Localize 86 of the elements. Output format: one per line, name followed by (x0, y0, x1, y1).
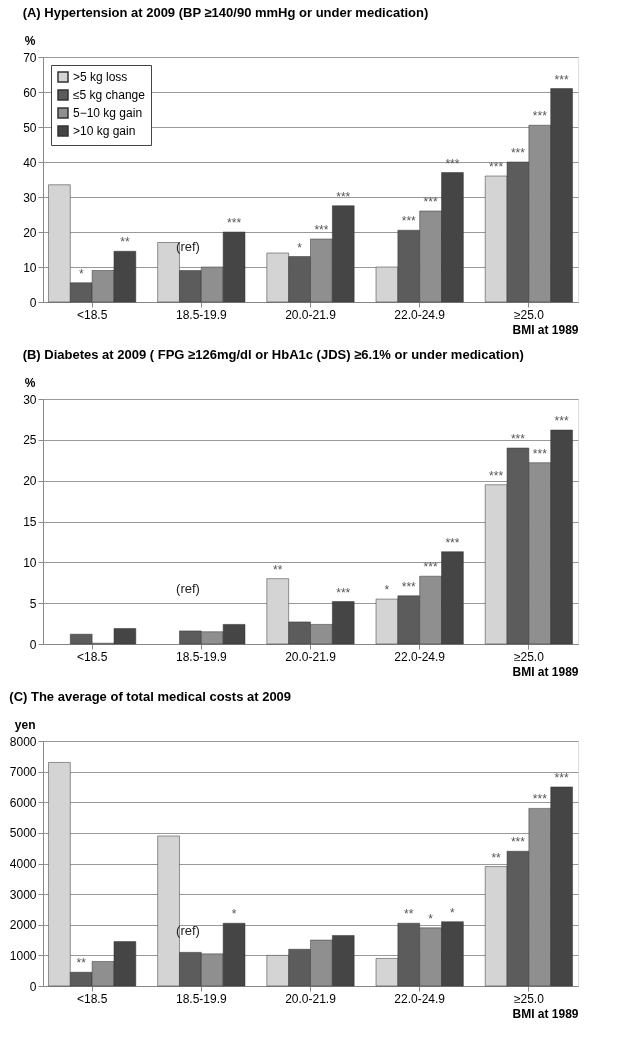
x-tick-label: <18.5 (76, 649, 108, 664)
y-tick-label: 5 (29, 596, 37, 611)
y-tick-label: 70 (23, 50, 37, 65)
x-tick-label: 18.5-19.9 (175, 649, 227, 664)
x-tick-label: ≥25.0 (513, 991, 545, 1006)
legend-label: ≤5 kg change (73, 88, 146, 102)
y-tick-label: 60 (23, 85, 37, 100)
y-tick-label: 7000 (9, 765, 37, 780)
x-tick-label: 18.5-19.9 (175, 307, 227, 322)
y-axis-title: % (24, 33, 36, 48)
data-label: *** (554, 770, 569, 785)
x-tick-label: 18.5-19.9 (175, 991, 227, 1006)
x-tick-label: 20.0-21.9 (285, 649, 337, 664)
data-label: * (450, 905, 456, 920)
y-tick-label: 0 (29, 295, 37, 310)
x-axis-title: BMI at 1989 (512, 322, 579, 337)
y-tick-label: 10 (23, 260, 37, 275)
data-label: *** (336, 189, 351, 204)
x-tick-label: ≥25.0 (513, 649, 545, 664)
data-label: *** (510, 835, 526, 850)
data-label: *** (401, 579, 417, 594)
x-tick-label: <18.5 (76, 307, 108, 322)
annotation: (ref) (176, 239, 200, 254)
data-label: *** (532, 446, 548, 461)
y-tick-label: 8000 (9, 734, 37, 749)
data-label: *** (423, 560, 438, 575)
data-label: *** (227, 216, 242, 230)
y-axis-title: yen (14, 717, 36, 732)
y-tick-label: 4000 (9, 857, 37, 871)
chart-title: (B) Diabetes at 2009 ( FPG ≥126mg/dl or HbA1c (JDS) ≥6.1% or under medication) (22, 347, 524, 362)
data-label: *** (314, 223, 329, 237)
x-axis-title: BMI at 1989 (512, 664, 579, 679)
legend-label: >5 kg loss (73, 70, 128, 84)
y-axis-title: % (24, 375, 36, 390)
annotation: (ref) (176, 581, 200, 596)
data-label: *** (401, 214, 417, 229)
x-tick-label: 20.0-21.9 (285, 307, 337, 322)
data-label: *** (445, 535, 460, 550)
y-tick-label: 40 (23, 155, 37, 170)
y-tick-label: 2000 (9, 918, 37, 933)
data-label: *** (489, 160, 504, 174)
data-label: *** (510, 432, 526, 446)
data-label: * (428, 911, 434, 926)
y-tick-label: 10 (23, 555, 37, 570)
annotation: (ref) (176, 923, 200, 938)
y-tick-label: 5000 (9, 826, 37, 841)
data-label: * (231, 907, 237, 922)
y-tick-label: 20 (23, 225, 37, 240)
y-tick-label: 30 (23, 392, 37, 407)
data-label: *** (336, 585, 351, 600)
x-tick-label: 22.0-24.9 (394, 991, 446, 1006)
y-tick-label: 50 (23, 120, 37, 135)
legend-label: 5−10 kg gain (73, 106, 143, 120)
data-label: ** (404, 907, 414, 922)
data-label: * (384, 583, 390, 598)
x-tick-label: ≥25.0 (513, 307, 545, 322)
y-tick-label: 0 (29, 979, 37, 994)
y-tick-label: 30 (23, 190, 37, 205)
data-label: *** (423, 195, 438, 209)
y-tick-label: 25 (23, 433, 37, 448)
y-tick-label: 0 (29, 637, 37, 652)
chart-title: (A) Hypertension at 2009 (BP ≥140/90 mmHg or under medication) (22, 5, 429, 20)
data-label: ** (491, 850, 502, 865)
x-tick-label: 20.0-21.9 (285, 991, 337, 1006)
data-label: *** (554, 72, 569, 87)
y-tick-label: 20 (23, 474, 37, 489)
data-label: *** (532, 792, 548, 807)
x-axis-title: BMI at 1989 (512, 1006, 579, 1021)
data-label: * (297, 240, 303, 255)
chart-title: (C) The average of total medical costs at 2009 (9, 689, 292, 704)
data-label: *** (489, 468, 504, 483)
data-label: *** (554, 414, 569, 429)
y-tick-label: 6000 (9, 795, 37, 810)
data-label: * (78, 266, 84, 281)
y-tick-label: 3000 (9, 887, 37, 902)
data-label: *** (510, 146, 526, 160)
data-label: *** (532, 109, 548, 124)
data-label: ** (120, 235, 130, 250)
x-tick-label: 22.0-24.9 (394, 307, 446, 322)
data-label: ** (273, 562, 283, 577)
data-label: ** (76, 956, 87, 971)
y-tick-label: 15 (23, 515, 37, 529)
x-tick-label: <18.5 (76, 991, 108, 1006)
legend-label: >10 kg gain (73, 124, 136, 138)
y-tick-label: 1000 (9, 948, 37, 963)
x-tick-label: 22.0-24.9 (394, 649, 446, 664)
